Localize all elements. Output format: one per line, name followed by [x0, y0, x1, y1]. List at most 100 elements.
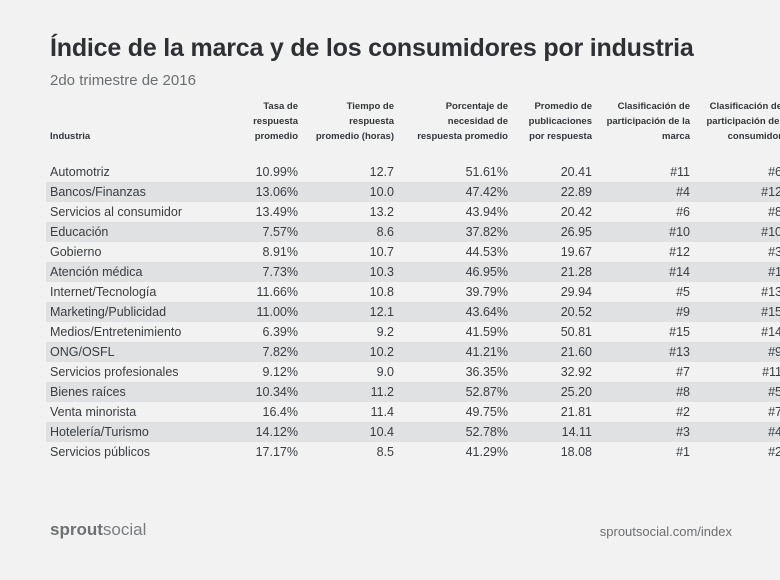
cell-industry: Servicios al consumidor: [50, 205, 182, 219]
cell-response-need: 41.29%: [465, 445, 508, 459]
cell-response-rate: 13.06%: [214, 182, 302, 202]
cell-response-need: 43.94%: [465, 205, 508, 219]
cell-consumer-rank: #5: [694, 382, 780, 402]
cell-posts-per-response: 26.95: [512, 222, 596, 242]
cell-consumer-rank: #15: [694, 302, 780, 322]
cell-consumer-rank: #9: [694, 342, 780, 362]
header-posts-per-response: Promedio de publicaciones por respuesta: [528, 101, 592, 142]
cell-posts-per-response: 32.92: [560, 365, 592, 379]
cell-consumer-rank: #13: [761, 285, 780, 299]
cell-industry: Servicios profesionales: [50, 365, 179, 379]
table-row: Servicios al consumidor 13.49% 13.2 43.94% 2…: [46, 202, 780, 222]
cell-response-need: 36.35%: [465, 365, 508, 379]
brand-light: social: [102, 520, 147, 539]
cell-response-time: 10.7: [369, 245, 394, 259]
cell-brand-rank: #12: [669, 245, 690, 259]
table-row: Hotelería/Turismo 14.12% 10.4 52.78% 14.11 #3…: [46, 422, 780, 442]
cell-brand-rank: #7: [676, 365, 690, 379]
table-row: Atención médica 7.73% 10.3 46.95% 21.28 #14 #1: [46, 262, 780, 282]
table-header-row: Industria Tasa de respuesta promedio Tie…: [46, 98, 780, 162]
cell-consumer-rank: #14: [761, 325, 780, 339]
cell-industry: Bancos/Finanzas: [46, 182, 214, 202]
cell-industry: Atención médica: [46, 262, 214, 282]
header-industry: Industria: [50, 131, 91, 142]
cell-consumer-rank: #10: [694, 222, 780, 242]
cell-industry: Servicios públicos: [50, 445, 151, 459]
cell-response-time: 10.4: [302, 422, 398, 442]
cell-posts-per-response: 19.67: [560, 245, 592, 259]
cell-response-rate: 8.91%: [262, 245, 298, 259]
cell-brand-rank: #4: [596, 182, 694, 202]
cell-industry: Automotriz: [50, 165, 110, 179]
table-row: Servicios públicos 17.17% 8.5 41.29% 18.08 #1…: [46, 442, 780, 462]
table-body: Automotriz 10.99% 12.7 51.61% 20.41 #11 #6 Banc…: [46, 162, 780, 462]
cell-response-rate: 7.57%: [214, 222, 302, 242]
cell-consumer-rank: #1: [694, 262, 780, 282]
cell-response-need: 46.95%: [398, 262, 512, 282]
cell-consumer-rank: #3: [768, 245, 780, 259]
cell-response-need: 52.87%: [398, 382, 512, 402]
header-response-time: Tiempo de respuesta promedio (horas): [315, 101, 394, 142]
cell-consumer-rank: #2: [768, 445, 780, 459]
cell-brand-rank: #5: [676, 285, 690, 299]
cell-brand-rank: #6: [676, 205, 690, 219]
cell-industry: Educación: [46, 222, 214, 242]
cell-response-need: 49.75%: [465, 405, 508, 419]
cell-response-rate: 7.73%: [214, 262, 302, 282]
cell-response-need: 52.78%: [398, 422, 512, 442]
table-row: Gobierno 8.91% 10.7 44.53% 19.67 #12 #3: [46, 242, 780, 262]
cell-posts-per-response: 20.41: [560, 165, 592, 179]
cell-response-rate: 7.82%: [214, 342, 302, 362]
cell-response-rate: 10.34%: [214, 382, 302, 402]
header-response-need: Porcentaje de necesidad de respuesta pro…: [417, 101, 508, 142]
cell-brand-rank: #10: [596, 222, 694, 242]
cell-response-need: 41.59%: [465, 325, 508, 339]
header-response-rate: Tasa de respuesta promedio: [253, 101, 298, 142]
cell-posts-per-response: 22.89: [512, 182, 596, 202]
cell-brand-rank: #14: [596, 262, 694, 282]
cell-response-rate: 11.66%: [256, 285, 298, 299]
cell-response-rate: 9.12%: [262, 365, 298, 379]
cell-response-time: 10.0: [302, 182, 398, 202]
cell-posts-per-response: 20.42: [560, 205, 592, 219]
cell-brand-rank: #13: [596, 342, 694, 362]
table-row: Servicios profesionales 9.12% 9.0 36.35% 32.…: [46, 362, 780, 382]
cell-brand-rank: #8: [596, 382, 694, 402]
cell-brand-rank: #11: [670, 165, 690, 179]
table-row: Marketing/Publicidad 11.00% 12.1 43.64% 20.5…: [46, 302, 780, 322]
table-row: ONG/OSFL 7.82% 10.2 41.21% 21.60 #13 #9: [46, 342, 780, 362]
table-row: Automotriz 10.99% 12.7 51.61% 20.41 #11 #6: [46, 162, 780, 182]
cell-consumer-rank: #8: [768, 205, 780, 219]
cell-consumer-rank: #6: [768, 165, 780, 179]
cell-posts-per-response: 21.28: [512, 262, 596, 282]
header-consumer-rank: Clasificación de participación del consu…: [706, 101, 780, 142]
header-brand-rank: Clasificación de participación de la mar…: [606, 101, 690, 142]
cell-response-time: 10.2: [302, 342, 398, 362]
table-row: Bienes raíces 10.34% 11.2 52.87% 25.20 #8 #5: [46, 382, 780, 402]
footer-url: sproutsocial.com/index: [599, 524, 732, 539]
industry-table: Industria Tasa de respuesta promedio Tie…: [46, 98, 780, 462]
table-row: Bancos/Finanzas 13.06% 10.0 47.42% 22.89 #4 #1…: [46, 182, 780, 202]
cell-response-need: 44.53%: [465, 245, 508, 259]
cell-response-need: 39.79%: [465, 285, 508, 299]
cell-response-need: 41.21%: [398, 342, 512, 362]
cell-response-rate: 16.4%: [262, 405, 298, 419]
cell-consumer-rank: #7: [768, 405, 780, 419]
cell-response-need: 47.42%: [398, 182, 512, 202]
cell-response-time: 11.4: [370, 405, 394, 419]
cell-posts-per-response: 20.52: [512, 302, 596, 322]
cell-response-time: 13.2: [369, 205, 394, 219]
cell-response-need: 51.61%: [465, 165, 508, 179]
cell-response-time: 10.3: [302, 262, 398, 282]
cell-industry: Venta minorista: [50, 405, 137, 419]
cell-industry: Marketing/Publicidad: [46, 302, 214, 322]
cell-response-time: 9.2: [376, 325, 394, 339]
cell-posts-per-response: 25.20: [512, 382, 596, 402]
cell-response-rate: 17.17%: [255, 445, 298, 459]
cell-consumer-rank: #4: [694, 422, 780, 442]
cell-response-time: 10.8: [369, 285, 394, 299]
cell-industry: Hotelería/Turismo: [46, 422, 214, 442]
cell-posts-per-response: 18.08: [560, 445, 592, 459]
cell-response-rate: 6.39%: [262, 325, 298, 339]
page-subtitle: 2do trimestre de 2016: [50, 72, 196, 89]
